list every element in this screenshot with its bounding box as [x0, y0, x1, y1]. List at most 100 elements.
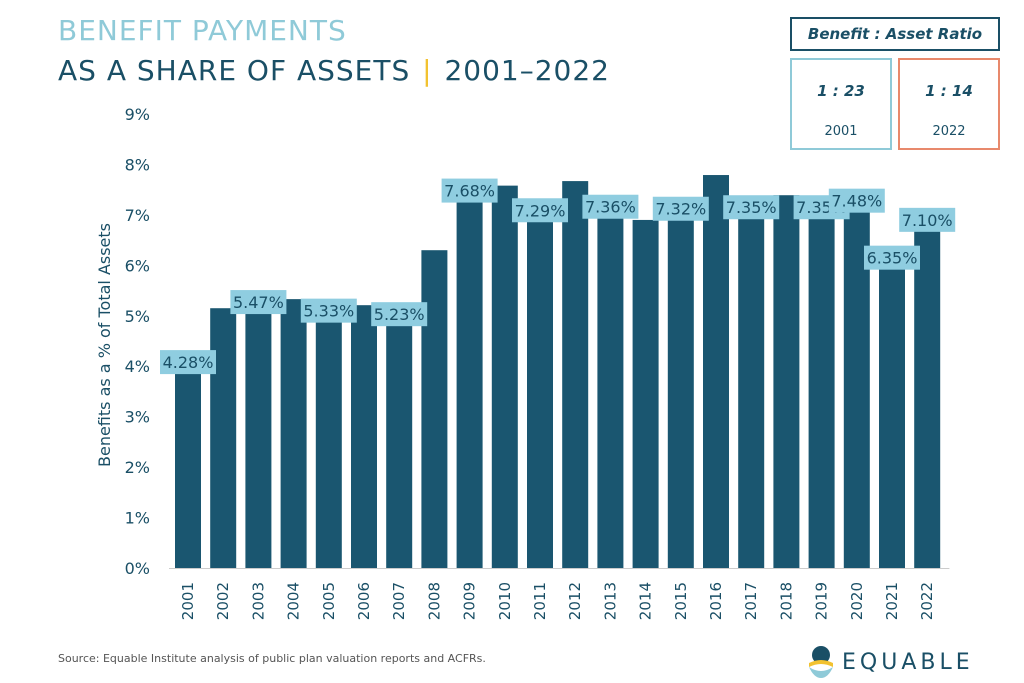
ratio-year-2001: 2001 [824, 124, 858, 139]
logo-text: EQUABLE [842, 649, 974, 675]
data-label-2007: 5.23% [371, 302, 428, 327]
data-labels-layer: 4.28% 5.47% 5.33% 5.23% 7.68% 7.29% 7.36% 7.32%… [160, 178, 956, 375]
bar-2013 [597, 196, 624, 568]
x-tick-label: 2001 [179, 582, 197, 620]
data-label-2005: 5.33% [300, 298, 357, 323]
bar-2009 [456, 180, 483, 568]
bar-2014 [632, 219, 659, 568]
data-label-text: 7.36% [585, 198, 636, 217]
ratio-value-2022: 1 : 14 [925, 82, 973, 100]
y-tick-label: 1% [125, 509, 150, 528]
y-tick-label: 5% [125, 307, 150, 326]
bars-layer [175, 175, 941, 569]
data-label-2021: 6.35% [864, 245, 920, 270]
equable-logo: EQUABLE [808, 645, 974, 679]
x-tick-label: 2008 [425, 582, 443, 620]
data-label-text: 5.33% [303, 302, 354, 321]
bar-2007 [386, 304, 413, 568]
ratio-panel-header: Benefit : Asset Ratio [790, 17, 1000, 51]
data-label-box [160, 350, 216, 375]
data-label-2003: 5.47% [230, 290, 287, 315]
x-tick-label: 2020 [848, 582, 866, 620]
x-tick-label: 2017 [742, 582, 760, 620]
data-label-2009: 7.68% [441, 178, 498, 203]
bar-2021 [879, 247, 905, 568]
data-label-2022: 7.10% [899, 207, 956, 232]
data-label-text: 7.68% [444, 182, 495, 201]
data-label-box [371, 302, 428, 327]
data-label-text: 7.10% [902, 211, 953, 230]
x-tick-label: 2002 [214, 582, 232, 620]
x-tick-label: 2016 [707, 582, 725, 620]
title-main: AS A SHARE OF ASSETS [58, 54, 411, 87]
data-label-box [899, 207, 956, 232]
x-tick-label: 2006 [355, 582, 373, 620]
x-tick-label: 2019 [813, 582, 831, 620]
x-tick-label: 2011 [531, 582, 549, 620]
x-tick-label: 2014 [637, 582, 655, 620]
data-label-text: 5.47% [233, 293, 284, 312]
y-tick-label: 3% [125, 408, 150, 427]
chart-title-line1: BENEFIT PAYMENTS [58, 14, 347, 47]
x-tick-label: 2003 [249, 582, 267, 620]
data-label-text: 6.35% [867, 249, 918, 268]
x-tick-label: 2022 [918, 582, 936, 620]
ratio-box-2022: 1 : 14 2022 [898, 58, 1000, 150]
data-label-box [723, 195, 780, 220]
bar-2010 [491, 185, 518, 568]
data-label-text: 7.32% [655, 200, 706, 219]
y-tick-label: 2% [125, 458, 150, 477]
y-tick-label: 9% [125, 105, 150, 124]
x-tick-label: 2004 [285, 582, 303, 620]
data-label-box [828, 188, 885, 213]
bar-2016 [703, 175, 729, 568]
data-label-2011: 7.29% [512, 198, 568, 223]
data-label-text: 7.29% [515, 201, 566, 220]
bar-2011 [527, 200, 553, 568]
data-label-text: 7.35% [726, 198, 777, 217]
data-label-2013: 7.36% [582, 194, 639, 219]
bar-2008 [421, 250, 448, 568]
bar-2006 [351, 305, 377, 568]
x-ticks-layer: 2001 2002 2003 2004 2005 2006 2007 2008 2009 2010… [179, 582, 936, 620]
x-tick-label: 2005 [320, 582, 338, 620]
bar-2002 [210, 308, 237, 568]
data-label-2015: 7.32% [652, 196, 709, 221]
title-years: 2001–2022 [444, 54, 610, 87]
data-label-box [864, 245, 920, 270]
y-tick-label: 6% [125, 256, 150, 275]
data-label-2020: 7.48% [828, 188, 885, 213]
data-label-text: 5.23% [374, 305, 425, 324]
data-label-box [582, 194, 639, 219]
data-label-box [652, 196, 709, 221]
title-separator: | [422, 54, 433, 87]
data-label-box [441, 178, 498, 203]
y-axis-label: Benefits as a % of Total Assets [95, 223, 114, 467]
data-label-2017: 7.35% [723, 195, 780, 220]
x-tick-label: 2010 [496, 582, 514, 620]
data-label-text: 4.28% [163, 353, 214, 372]
y-tick-label: 8% [125, 155, 150, 174]
bar-2012 [562, 181, 589, 568]
data-label-2001: 4.28% [160, 350, 216, 375]
x-tick-label: 2013 [601, 582, 619, 620]
y-tick-label: 0% [125, 559, 150, 578]
data-label-box [230, 290, 287, 315]
x-tick-label: 2007 [390, 582, 408, 620]
ratio-box-2001: 1 : 23 2001 [790, 58, 892, 150]
x-tick-label: 2015 [672, 582, 690, 620]
bar-2001 [175, 352, 201, 568]
data-label-box [300, 298, 357, 323]
y-ticks-layer: 0% 1% 2% 3% 4% 5% 6% 7% 8% 9% [125, 105, 150, 578]
bar-2018 [773, 195, 800, 568]
data-label-box [512, 198, 568, 223]
x-tick-label: 2012 [566, 582, 584, 620]
bar-2005 [315, 300, 342, 568]
ratio-value-2001: 1 : 23 [817, 82, 865, 100]
x-tick-label: 2009 [461, 582, 479, 620]
x-tick-label: 2018 [777, 582, 795, 620]
bar-2004 [280, 299, 307, 568]
ratio-year-2022: 2022 [932, 124, 966, 139]
data-label-text: 7.48% [831, 192, 882, 211]
